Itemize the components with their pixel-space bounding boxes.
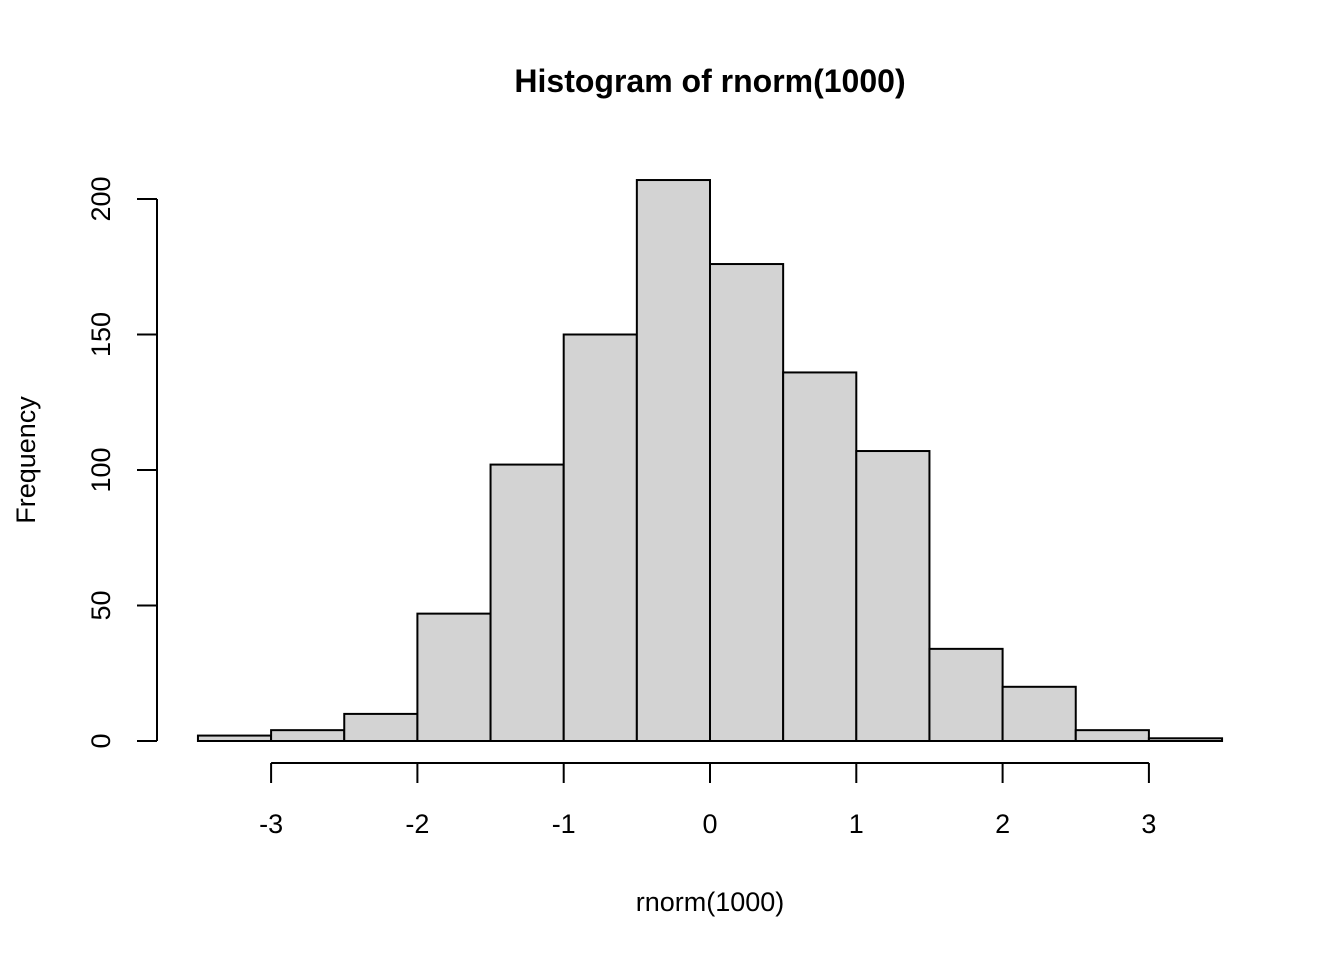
y-tick-label: 50 [86,590,116,620]
histogram-bar [270,729,346,742]
x-tick-label: 2 [995,809,1010,839]
y-tick-label: 200 [86,176,116,221]
histogram-bar [416,612,492,743]
x-axis: -3 -2 -1 0 1 2 3 [259,762,1156,839]
histogram-bar [489,463,565,742]
y-tick-label: 100 [86,447,116,492]
histogram-bar [709,263,785,742]
histogram-bar [1074,729,1150,742]
histogram-bar [343,712,419,743]
x-tick-label: 3 [1141,809,1156,839]
y-axis: 0 50 100 150 200 [86,176,158,749]
x-tick-label: -3 [259,809,283,839]
y-tick-label: 0 [86,733,116,748]
histogram-bar [855,450,931,742]
histogram-bar [782,371,858,742]
histogram-bar [196,734,273,743]
x-tick-label: 1 [849,809,864,839]
histogram-bar [635,179,711,742]
x-tick-label: -1 [552,809,576,839]
histogram-bar [928,647,1004,742]
y-tick-label: 150 [86,312,116,357]
y-axis-title: Frequency [11,396,41,524]
histogram-bar [1147,737,1224,742]
x-tick-label: -2 [405,809,429,839]
x-tick-label: 0 [702,809,717,839]
histogram-bar [1001,685,1077,742]
histogram-bars [196,179,1224,743]
chart-title: Histogram of rnorm(1000) [514,63,905,99]
x-axis-title: rnorm(1000) [636,887,785,917]
histogram-bar [562,333,638,742]
